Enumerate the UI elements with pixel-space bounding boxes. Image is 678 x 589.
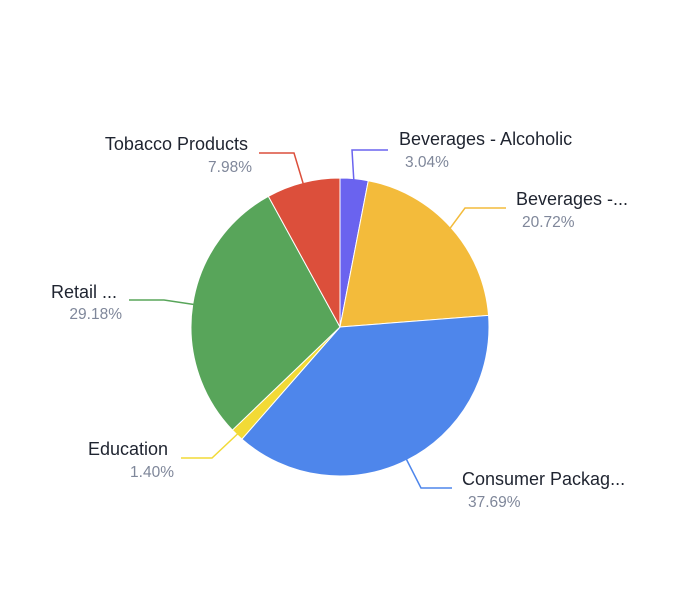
slice-label-2: Consumer Packag... [462, 469, 625, 489]
leader-line-1 [448, 207, 506, 231]
slice-percent-2: 37.69% [468, 494, 521, 511]
slice-percent-3: 1.40% [130, 464, 174, 481]
slice-percent-1: 20.72% [522, 214, 575, 231]
slice-label-0: Beverages - Alcoholic [399, 129, 572, 149]
slice-percent-0: 3.04% [405, 154, 449, 171]
leader-line-3 [181, 431, 240, 459]
slice-label-5: Tobacco Products [105, 134, 248, 154]
leader-line-5 [259, 152, 305, 186]
leader-line-2 [404, 457, 452, 489]
slice-label-1: Beverages -... [516, 189, 628, 209]
slice-label-4: Retail ... [51, 282, 117, 302]
slice-label-3: Education [88, 439, 168, 459]
leader-line-4 [129, 299, 196, 306]
slice-percent-4: 29.18% [69, 306, 122, 323]
leader-line-0 [351, 149, 388, 182]
slice-percent-5: 7.98% [208, 159, 252, 176]
